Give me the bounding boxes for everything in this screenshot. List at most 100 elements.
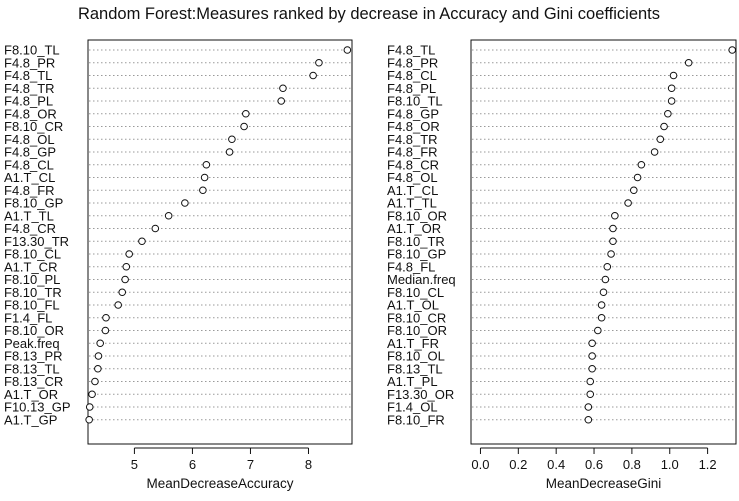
plot-frame <box>87 39 353 445</box>
data-point <box>122 262 131 271</box>
category-label: F4.8_FR <box>387 145 438 160</box>
x-tick-label: 0.2 <box>509 457 527 472</box>
category-label: F10.13_GP <box>4 400 71 415</box>
data-point <box>660 122 668 131</box>
category-label: A1.T_CL <box>4 170 55 185</box>
data-point <box>277 97 286 105</box>
x-tick-label: 1.0 <box>661 457 679 472</box>
category-label: F4.8_FR <box>4 183 55 198</box>
category-label: A1.T_PL <box>387 374 438 389</box>
data-point <box>603 262 612 271</box>
category-label: A1.T_TL <box>387 196 437 211</box>
data-point <box>594 326 602 335</box>
category-label: F1.4_FL <box>4 310 52 325</box>
category-label: F8.10_CR <box>4 119 63 134</box>
category-label: F8.13_TL <box>4 361 60 376</box>
chart-title: Random Forest:Measures ranked by decreas… <box>78 5 660 23</box>
data-point <box>114 301 122 309</box>
x-tick-label: 7 <box>247 457 254 472</box>
category-label: A1.T_GP <box>4 412 57 427</box>
data-point <box>607 250 615 258</box>
category-label: F4.8_PR <box>387 55 438 70</box>
data-point <box>200 173 209 182</box>
data-point <box>586 390 595 399</box>
data-point <box>102 313 110 322</box>
gini-panel: F4.8_TLF4.8_PRF4.8_CLF4.8_PLF8.10_TLF4.8… <box>387 39 737 491</box>
data-point <box>240 122 248 131</box>
data-point <box>684 58 693 67</box>
data-point <box>242 109 250 118</box>
data-point <box>138 237 146 246</box>
category-label: F8.13_TL <box>387 361 443 376</box>
data-point <box>202 160 211 169</box>
data-point <box>228 135 236 144</box>
category-label: A1.T_CL <box>387 183 438 198</box>
category-label: F8.10_GP <box>387 247 446 262</box>
category-label: F4.8_TL <box>387 43 435 58</box>
category-label: F4.8_OR <box>387 119 440 134</box>
data-point <box>601 275 610 284</box>
data-point <box>584 415 593 424</box>
data-point <box>650 148 659 156</box>
category-label: F4.8_CL <box>387 68 437 83</box>
category-label: A1.T_FR <box>387 336 439 351</box>
category-label: F8.13_PR <box>4 349 63 364</box>
data-point <box>609 237 617 246</box>
category-label: F4.8_OL <box>4 132 55 147</box>
data-point <box>664 109 672 118</box>
data-point <box>633 173 642 182</box>
data-point <box>728 46 737 54</box>
category-label: F8.10_FR <box>387 412 445 427</box>
data-point <box>118 288 127 297</box>
category-label: F4.8_GP <box>4 145 56 160</box>
category-label: F13.30_TR <box>4 234 69 249</box>
data-point <box>309 71 317 80</box>
x-tick-label: 0.0 <box>471 457 489 472</box>
data-point <box>343 46 352 54</box>
category-label: F4.8_OL <box>387 170 438 185</box>
data-point <box>91 377 99 386</box>
data-point <box>667 84 676 93</box>
data-point <box>94 364 102 373</box>
data-point <box>96 339 104 348</box>
data-point <box>597 301 606 309</box>
category-label: F8.10_OL <box>387 349 445 364</box>
category-label: A1.T_CR <box>4 259 57 274</box>
data-point <box>181 199 189 207</box>
category-label: F4.8_TR <box>4 81 55 96</box>
x-axis-title: MeanDecreaseAccuracy <box>146 476 293 491</box>
data-point <box>584 403 593 411</box>
x-tick-label: 8 <box>305 457 312 472</box>
x-tick-label: 0.4 <box>547 457 565 472</box>
data-point <box>609 224 617 233</box>
x-tick-label: 5 <box>131 457 138 472</box>
category-label: F8.10_TR <box>4 285 62 300</box>
category-label: A1.T_TL <box>4 208 54 223</box>
category-label: Median.freq <box>387 272 456 287</box>
data-point <box>629 186 638 195</box>
data-point <box>669 71 678 80</box>
category-label: F8.13_CR <box>4 374 63 389</box>
category-label: F8.10_OR <box>387 208 447 223</box>
category-label: F8.10_OR <box>387 323 447 338</box>
category-label: F4.8_FL <box>387 259 435 274</box>
data-point <box>85 403 94 411</box>
category-label: F8.10_CL <box>4 247 61 262</box>
x-tick-label: 1.2 <box>699 457 717 472</box>
category-label: F13.30_OR <box>387 387 454 402</box>
data-point <box>225 148 234 156</box>
category-label: F8.10_PL <box>4 272 60 287</box>
category-label: F4.8_OR <box>4 106 57 121</box>
category-label: F8.10_TL <box>4 43 60 58</box>
x-tick-label: 0.6 <box>585 457 603 472</box>
data-point <box>279 84 287 93</box>
x-tick-label: 6 <box>189 457 196 472</box>
category-label: F8.10_CL <box>387 285 444 300</box>
data-point <box>624 199 632 207</box>
category-label: F8.10_CR <box>387 310 446 325</box>
category-label: Peak.freq <box>4 336 60 351</box>
x-tick-label: 0.8 <box>623 457 641 472</box>
data-point <box>667 97 676 105</box>
x-axis-title: MeanDecreaseGini <box>546 476 662 491</box>
